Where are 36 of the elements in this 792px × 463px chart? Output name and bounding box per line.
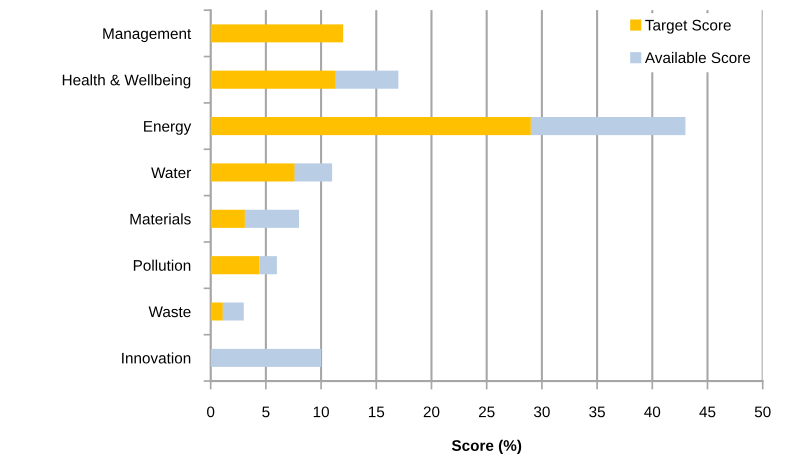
bar (210, 117, 531, 136)
legend-label: Available Score (644, 52, 750, 64)
y-tick-label: Waste (148, 306, 191, 318)
bar (210, 163, 295, 182)
x-tick-label: 50 (754, 406, 771, 418)
x-axis-title: Score (%) (452, 440, 522, 454)
bar (244, 210, 299, 228)
x-tick-label: 35 (589, 406, 605, 418)
x-tick-label: 30 (534, 406, 550, 418)
x-tick-label: 25 (478, 406, 495, 418)
bar (210, 256, 260, 274)
x-tick-label: 0 (207, 406, 214, 418)
x-tick-label: 5 (262, 406, 270, 418)
bar (210, 24, 344, 42)
bar (259, 256, 277, 274)
bar (335, 70, 398, 89)
bar (210, 210, 245, 228)
y-tick-label: Innovation (122, 352, 190, 364)
x-tick-label: 10 (314, 406, 329, 418)
x-tick-label: 45 (699, 406, 716, 418)
bar (210, 70, 336, 89)
x-tick-label: 20 (424, 406, 440, 418)
bar (294, 163, 332, 182)
y-tick-label: Energy (144, 121, 192, 135)
y-tick-label: Management (103, 28, 192, 42)
y-tick-label: Water (151, 167, 191, 178)
legend-label: Target Score (645, 20, 731, 34)
bar (530, 117, 686, 136)
bar (210, 348, 322, 367)
y-tick-label: Materials (130, 213, 191, 224)
y-tick-label: Health & Wellbeing (62, 74, 190, 88)
y-tick-label: Pollution (134, 260, 190, 271)
bar (210, 302, 223, 321)
x-tick-label: 15 (368, 406, 384, 418)
bar (222, 302, 244, 321)
x-tick-label: 40 (644, 406, 660, 418)
